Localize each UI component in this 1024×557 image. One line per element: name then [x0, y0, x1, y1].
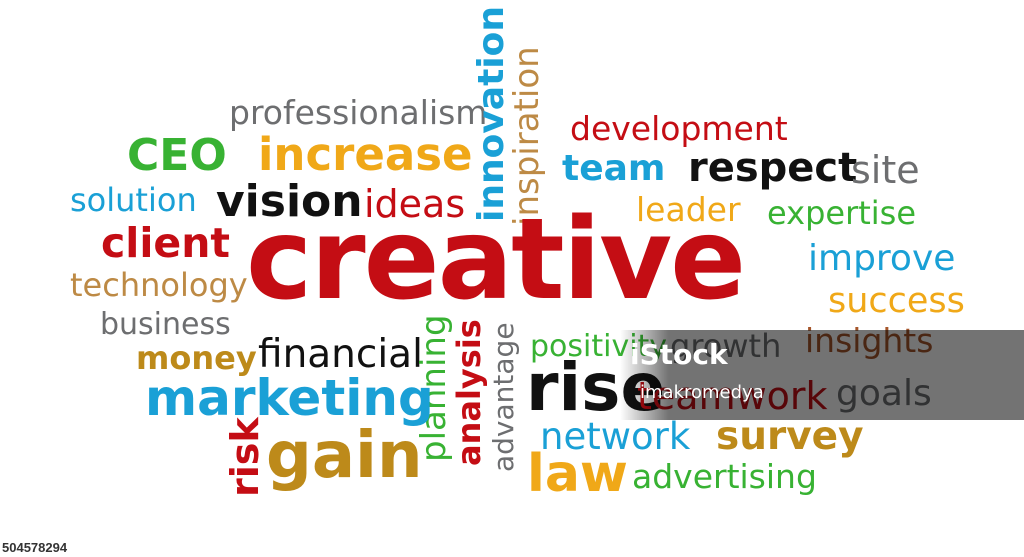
word-improve: improve — [808, 238, 956, 279]
word-survey: survey — [716, 414, 864, 459]
word-law: law — [527, 444, 628, 504]
word-financial: financial — [258, 332, 423, 377]
word-increase: increase — [258, 128, 473, 181]
word-team: team — [562, 148, 666, 189]
word-advantage: advantage — [487, 322, 520, 472]
watermark-overlay — [620, 330, 1024, 420]
word-marketing: marketing — [145, 369, 434, 427]
word-creative: creative — [246, 195, 746, 325]
word-professionalism: professionalism — [229, 93, 488, 132]
word-expertise: expertise — [767, 194, 917, 232]
word-respect: respect — [688, 145, 858, 191]
word-gain: gain — [266, 419, 423, 493]
word-business: business — [100, 307, 231, 342]
image-id: 504578294 — [2, 540, 68, 555]
word-leader: leader — [636, 190, 741, 229]
word-solution: solution — [70, 181, 197, 219]
word-client: client — [101, 219, 231, 267]
contributor-credit: imakromedya — [640, 382, 764, 403]
word-ceo: CEO — [127, 130, 227, 181]
word-analysis: analysis — [450, 319, 488, 466]
word-technology: technology — [70, 266, 248, 304]
footer-bar — [0, 537, 1024, 557]
word-site: site — [851, 148, 920, 192]
word-development: development — [570, 109, 788, 148]
istock-logo: iStock — [630, 338, 728, 371]
word-vision: vision — [216, 176, 363, 227]
word-money: money — [136, 339, 257, 377]
word-risk: risk — [223, 417, 267, 497]
word-success: success — [828, 281, 965, 321]
word-innovation: innovation — [471, 6, 512, 222]
word-network: network — [540, 415, 691, 458]
word-advertising: advertising — [632, 457, 817, 496]
word-ideas: ideas — [364, 182, 466, 226]
